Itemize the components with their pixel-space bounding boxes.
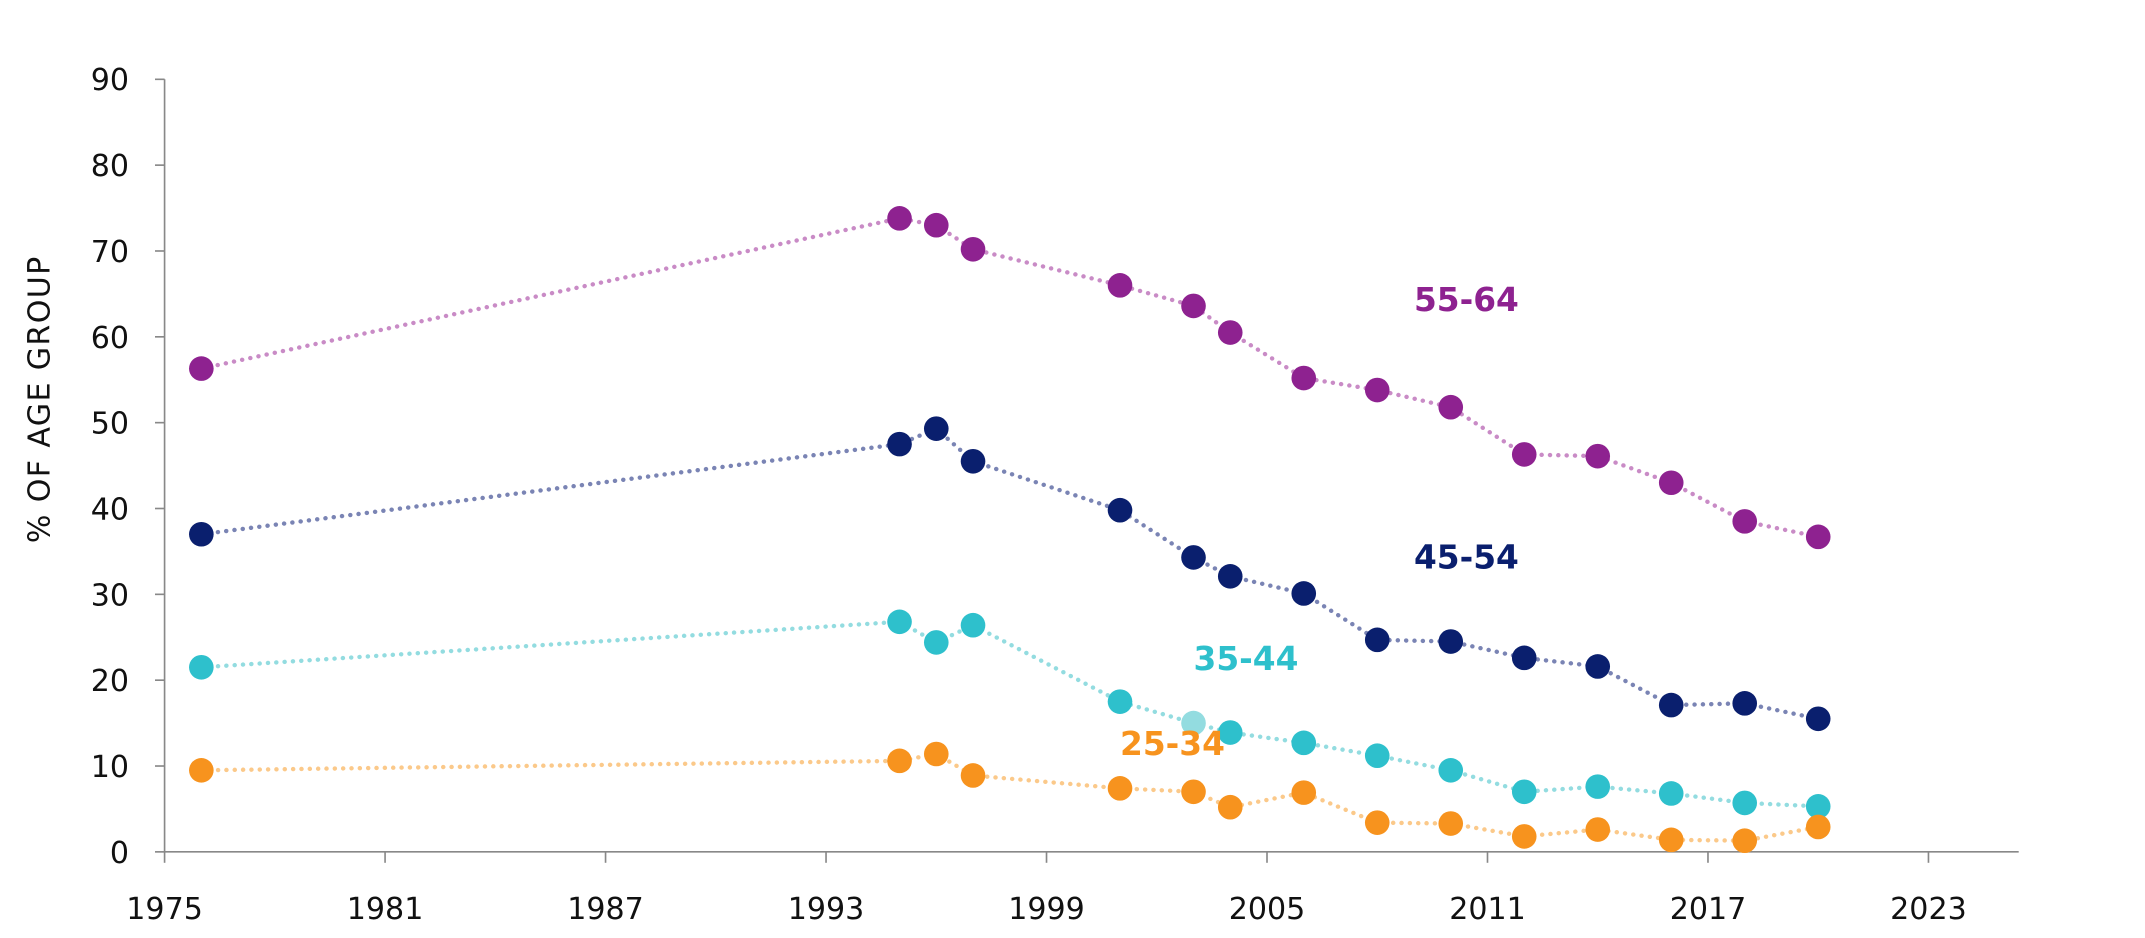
series-55-64: 55-64	[189, 206, 1831, 550]
data-point	[923, 416, 949, 441]
data-point	[1438, 394, 1464, 420]
data-point	[1805, 814, 1831, 840]
series-45-54: 45-54	[189, 416, 1831, 732]
y-tick-label: 50	[91, 407, 129, 442]
series-label: 45-54	[1414, 539, 1519, 577]
x-tick-label: 1987	[567, 892, 644, 927]
data-point	[1511, 779, 1537, 805]
series-line	[199, 619, 1821, 809]
data-point	[960, 448, 986, 474]
data-point	[1658, 692, 1684, 718]
x-tick-label: 2017	[1670, 892, 1747, 927]
y-tick-label: 90	[91, 63, 129, 98]
data-point	[1438, 629, 1464, 654]
data-point	[1658, 827, 1684, 853]
data-point	[1511, 442, 1537, 467]
data-point	[1438, 758, 1464, 783]
y-tick-label: 30	[91, 578, 129, 613]
data-point	[1107, 497, 1133, 523]
x-tick-label: 1993	[788, 892, 865, 927]
data-point	[1107, 273, 1133, 298]
data-point	[1585, 443, 1611, 469]
y-tick-label: 0	[110, 836, 129, 871]
x-tick-label: 1975	[126, 892, 203, 927]
data-point	[1364, 377, 1390, 403]
data-point	[1585, 774, 1611, 799]
data-point	[1181, 545, 1206, 570]
data-point	[887, 206, 912, 231]
series-label: 55-64	[1414, 281, 1519, 319]
data-point	[1291, 780, 1317, 805]
series-label: 25-34	[1120, 725, 1225, 763]
data-point	[1181, 779, 1206, 805]
series-line	[199, 216, 1821, 540]
series-35-44: 35-44	[189, 609, 1831, 819]
data-point	[1181, 710, 1206, 736]
y-tick-label: 20	[91, 664, 129, 699]
data-point	[1511, 824, 1537, 849]
series-line	[199, 426, 1821, 721]
data-point	[887, 748, 912, 774]
data-point	[960, 612, 986, 638]
x-tick-label: 2011	[1449, 892, 1526, 927]
data-point	[1805, 524, 1831, 550]
data-point	[1658, 470, 1684, 496]
series-label: 35-44	[1194, 640, 1299, 678]
x-tick-label: 2023	[1890, 892, 1967, 927]
data-point	[1732, 509, 1758, 534]
y-tick-label: 60	[91, 321, 129, 356]
data-point	[923, 212, 949, 238]
data-point	[1511, 645, 1537, 671]
data-point	[1291, 581, 1317, 606]
data-point	[887, 431, 912, 457]
data-point	[1658, 781, 1684, 806]
data-point	[189, 521, 214, 547]
data-point	[1107, 689, 1133, 714]
data-point	[1364, 810, 1390, 835]
data-point	[1732, 828, 1758, 854]
axes: % OF AGE GROUP	[23, 79, 2019, 853]
x-tick-label: 1981	[347, 892, 424, 927]
data-point	[1438, 811, 1464, 836]
data-point	[1107, 776, 1133, 801]
data-point	[1291, 730, 1317, 756]
data-point	[960, 763, 986, 788]
y-axis-label: % OF AGE GROUP	[23, 255, 58, 543]
data-point	[923, 741, 949, 767]
y-tick-label: 40	[91, 492, 129, 527]
data-point	[1805, 706, 1831, 732]
data-point	[1217, 794, 1243, 820]
data-point	[1217, 564, 1243, 589]
data-point	[960, 236, 986, 262]
data-point	[1291, 365, 1317, 391]
data-point	[189, 758, 214, 783]
data-point	[1364, 743, 1390, 769]
data-point	[1732, 790, 1758, 816]
data-point	[189, 356, 214, 381]
data-point	[923, 630, 949, 655]
y-tick-label: 10	[91, 750, 129, 785]
series-25-34: 25-34	[189, 725, 1831, 854]
data-point	[1217, 320, 1243, 345]
y-tick-label: 80	[91, 149, 129, 184]
data-point	[1217, 720, 1243, 745]
y-tick-label: 70	[91, 235, 129, 270]
x-tick-label: 1999	[1008, 892, 1085, 927]
data-point	[1732, 691, 1758, 716]
series-line	[199, 751, 1821, 843]
data-point	[1805, 794, 1831, 819]
data-point	[1585, 817, 1611, 842]
x-tick-label: 2005	[1229, 892, 1306, 927]
data-point	[1181, 293, 1206, 319]
data-point	[887, 609, 912, 635]
data-point	[1585, 654, 1611, 679]
data-point	[1364, 627, 1390, 653]
data-point	[189, 654, 214, 680]
